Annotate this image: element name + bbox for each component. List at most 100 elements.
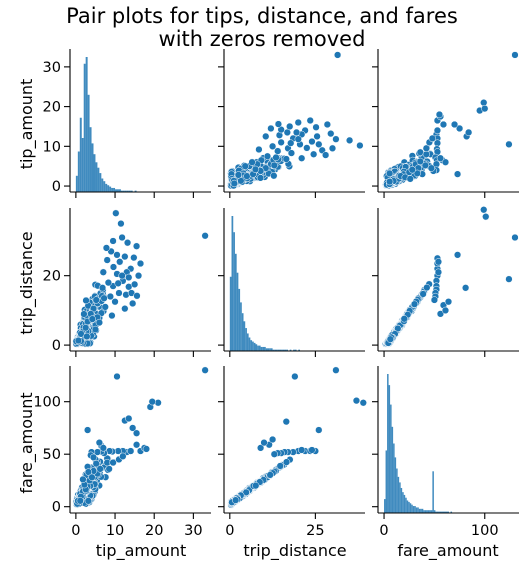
- hist-bar-fare-amount: [405, 497, 407, 513]
- scatter-point: [88, 473, 96, 481]
- scatter-point: [121, 305, 129, 313]
- x-tick-label: 10: [106, 523, 124, 539]
- scatter-point: [255, 145, 263, 154]
- scatter-point: [332, 366, 340, 374]
- scatter-point: [84, 497, 92, 505]
- scatter-point: [505, 275, 513, 283]
- scatter-point: [132, 429, 141, 437]
- scatter-point: [91, 325, 100, 334]
- pair-plot-grid: 0 10 20 30 0 20 0 10 20 30 0 50 100 0 25 0 100: [33, 49, 519, 539]
- scatter-point: [112, 209, 120, 217]
- scatter-point: [480, 98, 488, 107]
- scatter-point: [434, 258, 443, 266]
- scatter-point: [292, 128, 301, 137]
- scatter-point: [82, 296, 90, 305]
- hist-bar-fare-amount: [403, 494, 406, 513]
- scatter-point: [230, 179, 238, 188]
- scatter-point: [109, 263, 118, 271]
- scatter-point: [113, 372, 121, 381]
- hist-bar-fare-amount: [411, 504, 413, 513]
- hist-bar-tip-amount: [128, 190, 131, 192]
- hist-bar-fare-amount: [421, 508, 424, 513]
- scatter-point: [310, 150, 318, 158]
- scatter-point: [100, 294, 108, 302]
- hist-bar-tip-amount: [134, 190, 137, 192]
- scatter-point: [439, 120, 448, 129]
- scatter-point: [104, 278, 113, 287]
- scatter-point: [453, 170, 462, 178]
- scatter-point: [106, 292, 114, 301]
- scatter-point: [274, 120, 283, 128]
- scatter-point: [408, 166, 416, 174]
- scatter-point: [134, 272, 143, 280]
- scatter-point: [136, 259, 145, 268]
- x-tick-label: 0: [71, 523, 80, 539]
- scatter-point: [345, 136, 354, 145]
- scatter-point: [116, 258, 124, 266]
- scatter-point: [272, 153, 280, 162]
- hist-bar-fare-amount: [399, 482, 401, 513]
- scatter-point: [263, 152, 272, 160]
- scatter-point: [306, 116, 314, 125]
- y-tick-label: 50: [43, 447, 61, 463]
- hist-bar-trip-distance: [240, 302, 242, 351]
- scatter-point: [83, 426, 92, 434]
- hist-bar-tip-amount: [89, 127, 92, 192]
- scatter-point: [92, 296, 100, 304]
- scatter-point: [294, 118, 302, 127]
- hist-bar-fare-amount: [388, 385, 391, 513]
- y-tick-label: 0: [52, 338, 61, 354]
- scatter-point: [114, 279, 122, 287]
- hist-bar-tip-amount: [109, 186, 112, 192]
- scatter-point: [482, 213, 490, 221]
- hist-bar-trip-distance: [233, 232, 235, 351]
- scatter-point: [129, 299, 137, 308]
- hist-bar-tip-amount: [81, 138, 84, 192]
- scatter-point: [127, 447, 135, 455]
- scatter-point: [99, 268, 107, 276]
- scatter-point: [268, 142, 277, 150]
- scatter-point: [101, 303, 109, 311]
- hist-bar-trip-distance: [253, 342, 256, 351]
- hist-bar-tip-amount: [113, 187, 116, 192]
- scatter-point: [102, 244, 111, 252]
- hist-bar-fare-amount: [417, 507, 419, 513]
- scatter-point: [109, 237, 117, 245]
- scatter-point: [142, 445, 151, 453]
- scatter-point: [132, 242, 141, 250]
- hist-bar-tip-amount: [118, 189, 121, 192]
- scatter-point: [461, 284, 470, 292]
- scatter-point: [282, 155, 290, 163]
- hist-bar-fare-amount: [408, 501, 410, 513]
- scatter-point: [130, 280, 139, 289]
- scatter-point: [441, 306, 450, 315]
- scatter-point: [277, 138, 285, 146]
- scatter-point: [436, 154, 445, 162]
- scatter-point: [201, 366, 209, 374]
- scatter-point: [115, 289, 123, 297]
- scatter-point: [231, 496, 240, 504]
- hist-bar-fare-amount: [400, 487, 403, 513]
- scatter-point: [96, 465, 104, 473]
- scatter-point: [315, 140, 323, 148]
- scatter-point: [308, 446, 316, 454]
- scatter-point: [268, 435, 277, 444]
- panel-tip-amount-vs-fare-amount: [372, 49, 519, 198]
- panel-trip-distance-vs-tip-amount: 0 20: [43, 208, 211, 357]
- scatter-point: [321, 151, 330, 159]
- scatter-point: [130, 253, 138, 262]
- x-axis-label-trip-distance: trip_distance: [243, 541, 346, 561]
- scatter-point: [308, 137, 316, 146]
- hist-bar-fare-amount: [414, 506, 416, 513]
- scatter-point: [303, 144, 311, 152]
- hist-bar-fare-amount: [394, 457, 397, 513]
- hist-bar-fare-amount: [420, 508, 422, 513]
- y-tick-label: 30: [43, 60, 61, 76]
- x-tick-label: 20: [145, 523, 163, 539]
- y-axis-label-fare-amount: fare_amount: [17, 392, 37, 493]
- scatter-point: [430, 296, 439, 304]
- scatter-point: [252, 481, 260, 490]
- scatter-point: [74, 336, 83, 345]
- scatter-point: [291, 372, 299, 381]
- hist-bar-trip-distance: [243, 321, 246, 351]
